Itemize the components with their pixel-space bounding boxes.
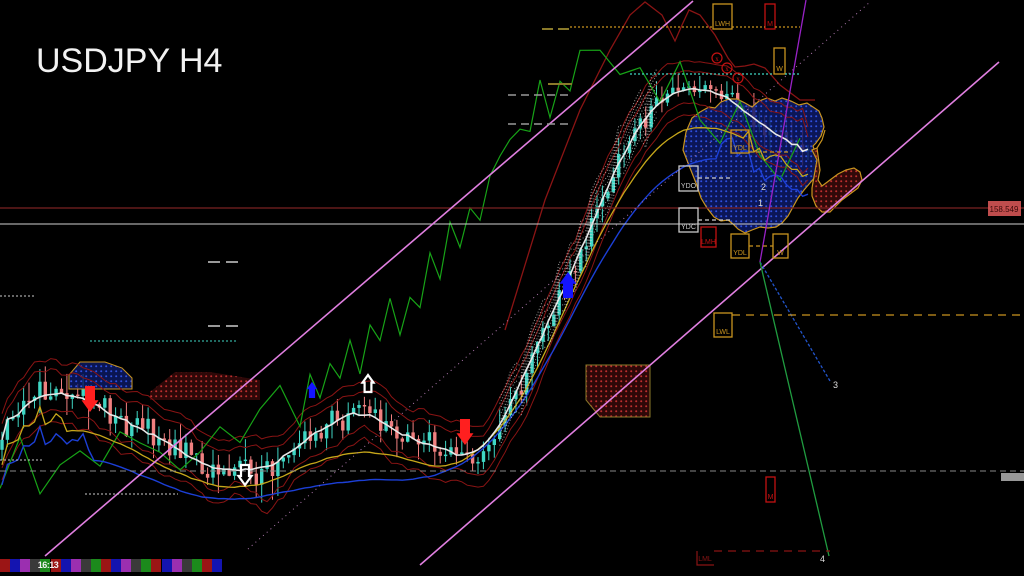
svg-text:M: M bbox=[767, 21, 773, 28]
svg-text:LMH: LMH bbox=[701, 239, 716, 246]
svg-text:x: x bbox=[725, 65, 729, 73]
svg-text:x: x bbox=[736, 75, 740, 83]
svg-text:1: 1 bbox=[758, 198, 763, 208]
svg-text:x: x bbox=[715, 55, 719, 63]
svg-text:M: M bbox=[768, 494, 774, 501]
svg-text:LWH: LWH bbox=[715, 21, 730, 28]
svg-text:158.549: 158.549 bbox=[990, 205, 1019, 214]
svg-text:LWL: LWL bbox=[716, 329, 730, 336]
svg-text:3: 3 bbox=[833, 380, 838, 390]
svg-text:YDO: YDO bbox=[681, 183, 697, 190]
svg-text:YDL: YDL bbox=[733, 250, 747, 257]
svg-text:LML: LML bbox=[698, 556, 712, 563]
svg-text:W: W bbox=[777, 250, 784, 257]
svg-text:YDL: YDL bbox=[733, 145, 747, 152]
svg-text:2: 2 bbox=[761, 182, 766, 192]
svg-text:W: W bbox=[776, 66, 783, 73]
svg-text:4: 4 bbox=[820, 554, 825, 564]
svg-text:YDC: YDC bbox=[681, 224, 696, 231]
